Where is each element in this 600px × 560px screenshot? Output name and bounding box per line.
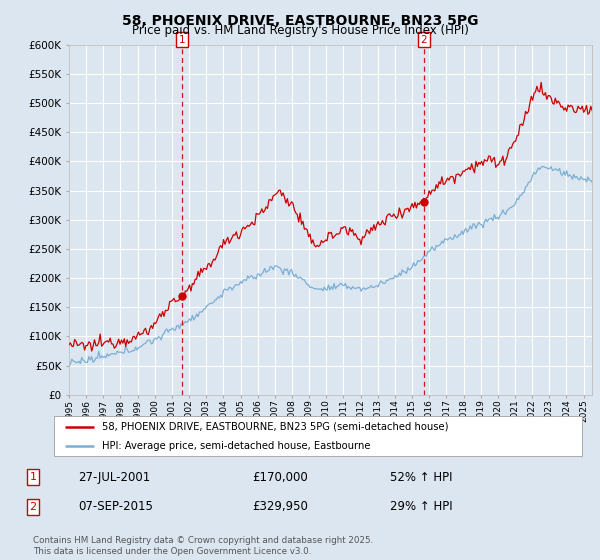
- Text: 58, PHOENIX DRIVE, EASTBOURNE, BN23 5PG: 58, PHOENIX DRIVE, EASTBOURNE, BN23 5PG: [122, 14, 478, 28]
- Text: 07-SEP-2015: 07-SEP-2015: [78, 500, 153, 514]
- Text: 2: 2: [29, 502, 37, 512]
- Text: 29% ↑ HPI: 29% ↑ HPI: [390, 500, 452, 514]
- Text: £329,950: £329,950: [252, 500, 308, 514]
- Text: 1: 1: [29, 472, 37, 482]
- Text: 2: 2: [421, 35, 427, 45]
- Text: HPI: Average price, semi-detached house, Eastbourne: HPI: Average price, semi-detached house,…: [101, 441, 370, 450]
- Text: 27-JUL-2001: 27-JUL-2001: [78, 470, 150, 484]
- Text: 58, PHOENIX DRIVE, EASTBOURNE, BN23 5PG (semi-detached house): 58, PHOENIX DRIVE, EASTBOURNE, BN23 5PG …: [101, 422, 448, 432]
- Text: £170,000: £170,000: [252, 470, 308, 484]
- Text: Contains HM Land Registry data © Crown copyright and database right 2025.
This d: Contains HM Land Registry data © Crown c…: [33, 536, 373, 556]
- Text: Price paid vs. HM Land Registry's House Price Index (HPI): Price paid vs. HM Land Registry's House …: [131, 24, 469, 36]
- Text: 52% ↑ HPI: 52% ↑ HPI: [390, 470, 452, 484]
- Text: 1: 1: [178, 35, 185, 45]
- FancyBboxPatch shape: [54, 416, 582, 456]
